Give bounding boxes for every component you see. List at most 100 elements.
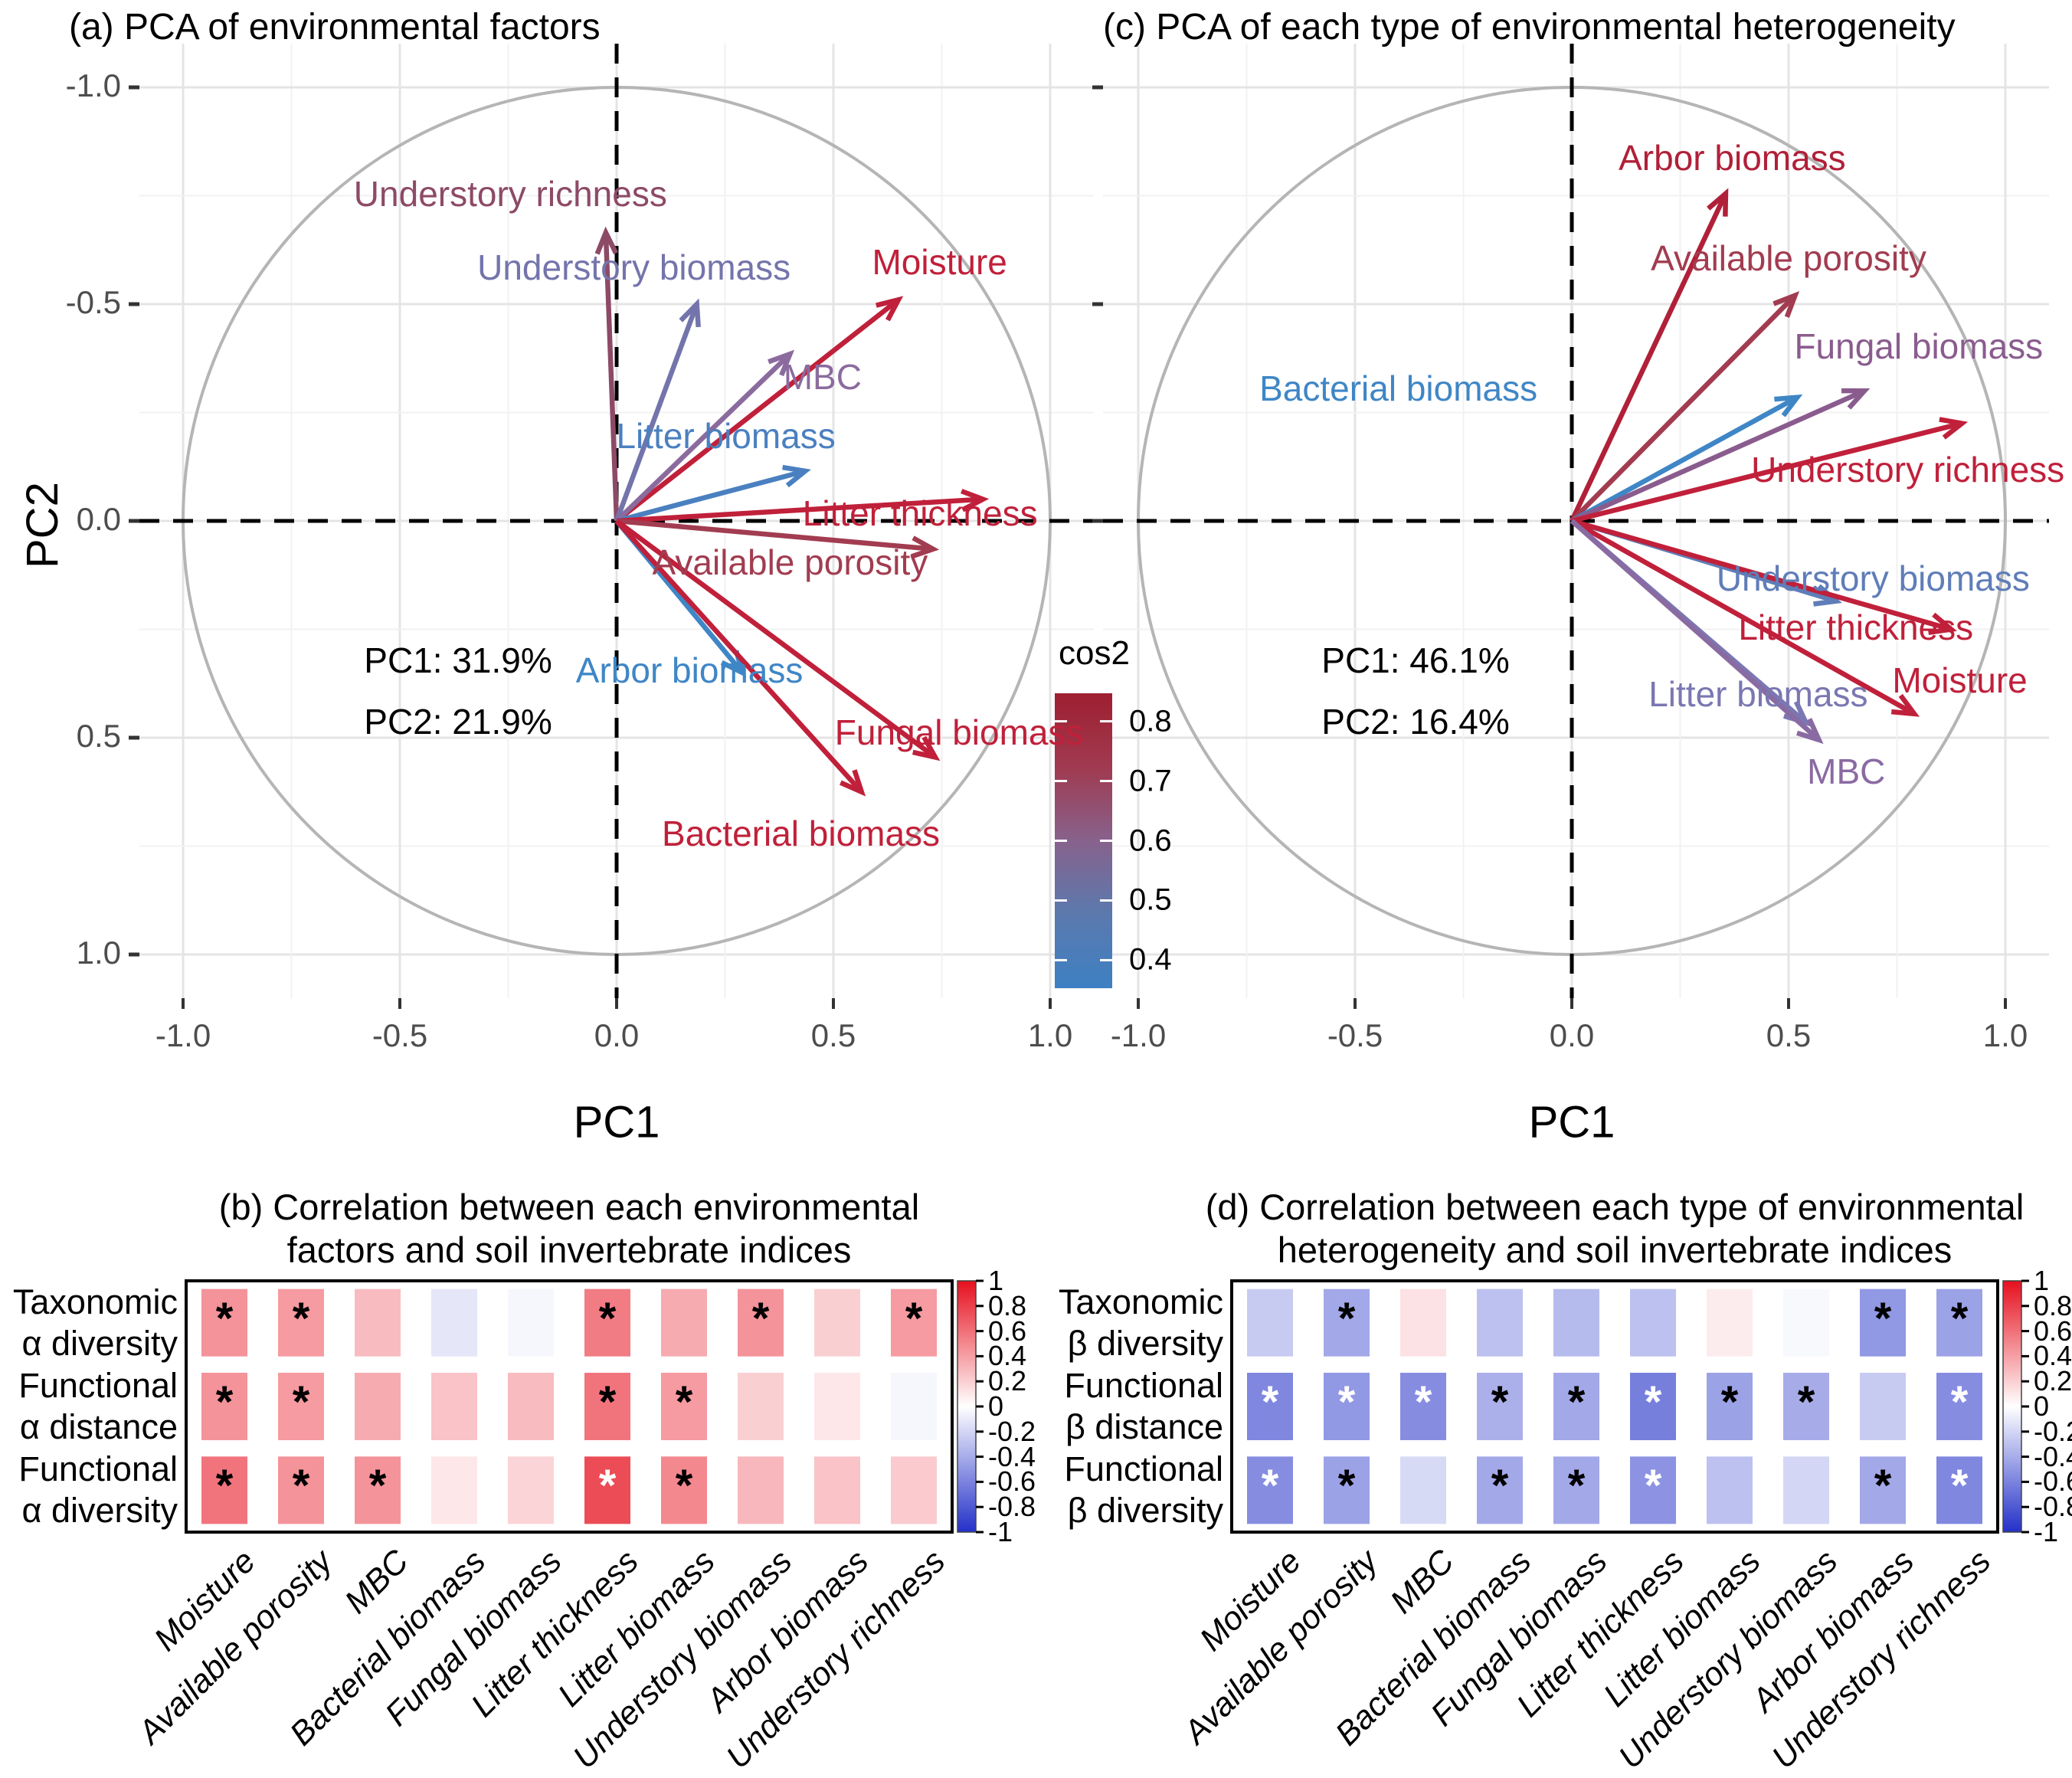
- heatmap-b-cell-r1-c4: [431, 1288, 477, 1357]
- heatmap-b-cell-r1-c2: [278, 1288, 324, 1357]
- heatmap-d-cell-r3-c5: [1553, 1456, 1599, 1524]
- heatmap-d-cell-r2-c9: [1860, 1373, 1906, 1440]
- significance-star: *: [905, 1293, 923, 1344]
- significance-star: *: [292, 1293, 310, 1344]
- y-tick-label: -1.0: [65, 67, 121, 103]
- heatmap-d-cell-r2-c6: [1630, 1373, 1676, 1440]
- heatmap-b-cell-r3-c8: [738, 1456, 784, 1524]
- heatmap-b-cell-r1-c10: [891, 1288, 937, 1357]
- heatmap-d-row-label: β distance: [1065, 1407, 1223, 1446]
- significance-star: *: [1950, 1293, 1969, 1344]
- heatmap-d-cell-r1-c8: [1783, 1288, 1829, 1357]
- heatmap-d-row-label: β diversity: [1067, 1491, 1223, 1531]
- heatmap-d-row-label: β diversity: [1067, 1323, 1223, 1363]
- heatmap-b-cell-r1-c5: [508, 1288, 554, 1357]
- heatmap-b-cell-r2-c6: [584, 1373, 630, 1440]
- x-tick-label: 0.5: [1766, 1017, 1812, 1053]
- colorbar-tick-label: -0.4: [2034, 1440, 2072, 1472]
- significance-star: *: [1797, 1377, 1815, 1428]
- panel-c-arrow-label-litter-biomass: Litter biomass: [1648, 674, 1868, 715]
- significance-star: *: [1261, 1377, 1279, 1428]
- panel-c-title: (c) PCA of each type of environmental he…: [1103, 7, 1956, 47]
- heatmap-b-border: [185, 1279, 954, 1534]
- heatmap-b-row-label: α diversity: [21, 1491, 178, 1531]
- heatmap-d-cell-r2-c2: [1324, 1373, 1370, 1440]
- heatmap-d-row-label: Functional: [1064, 1366, 1223, 1405]
- x-tick-label: -0.5: [1327, 1017, 1383, 1053]
- panel-a-arrow-label-litter-biomass: Litter biomass: [616, 416, 836, 457]
- colorbar-tick-label: -0.2: [2034, 1415, 2072, 1447]
- cos2-legend-tick-label: 0.8: [1129, 704, 1172, 738]
- panel-c-arrow-label-understory-biomass: Understory biomass: [1716, 558, 2030, 599]
- significance-star: *: [1337, 1461, 1356, 1511]
- colorbar-tick-label: 1: [2034, 1265, 2050, 1296]
- colorbar-tick-label: 0.8: [2034, 1289, 2072, 1321]
- panel-a-arrow-moisture: [614, 296, 904, 523]
- variance-annotation: PC2: 16.4%: [1321, 702, 1510, 742]
- panel-c-arrow-mbc: [1570, 519, 1824, 745]
- heatmap-d-cell-r3-c1: [1247, 1456, 1293, 1524]
- significance-star: *: [1644, 1461, 1662, 1511]
- heatmap-d-cell-r3-c3: [1400, 1456, 1446, 1524]
- cos2-legend-tick-label: 0.7: [1129, 764, 1172, 798]
- heatmap-d-cell-r1-c1: [1247, 1288, 1293, 1357]
- x-tick-label: -1.0: [155, 1017, 211, 1053]
- heatmap-d-cell-r1-c9: [1860, 1288, 1906, 1357]
- panel-a-arrow-understory-biomass: [614, 298, 701, 522]
- heatmap-b-cell-r2-c1: [201, 1373, 247, 1440]
- panel-c-arrow-label-arbor-biomass: Arbor biomass: [1619, 137, 1846, 178]
- heatmap-d-cell-r1-c7: [1707, 1288, 1753, 1357]
- heatmap-d-cell-r1-c10: [1936, 1288, 1982, 1357]
- colorbar-tick-label: 0.4: [2034, 1340, 2072, 1372]
- significance-star: *: [1874, 1461, 1892, 1511]
- significance-star: *: [215, 1461, 234, 1511]
- heatmap-b-cell-r1-c7: [661, 1288, 707, 1357]
- heatmap-d-cell-r3-c2: [1324, 1456, 1370, 1524]
- colorbar-tick-label: -0.4: [988, 1440, 1036, 1472]
- colorbar-tick-label: 0.4: [988, 1340, 1027, 1372]
- y-tick-label: 1.0: [76, 935, 121, 971]
- panel-c-arrow-label-bacterial-biomass: Bacterial biomass: [1259, 368, 1538, 408]
- panel-c-arrow-label-litter-thickness: Litter thickness: [1738, 607, 1974, 647]
- heatmap-b-cell-r2-c2: [278, 1373, 324, 1440]
- heatmap-b-cell-r3-c1: [201, 1456, 247, 1524]
- colorbar-tick-label: -0.6: [2034, 1465, 2072, 1498]
- panel-a-arrow-available-porosity: [616, 518, 940, 559]
- panel-a-arrow-label-fungal-biomass: Fungal biomass: [834, 712, 1084, 752]
- heatmap-b-cell-r3-c2: [278, 1456, 324, 1524]
- significance-star: *: [598, 1461, 617, 1511]
- heatmap-b-cell-r2-c4: [431, 1373, 477, 1440]
- colorbar-tick-label: -1: [2034, 1516, 2059, 1547]
- panel-a-arrow-label-mbc: MBC: [783, 357, 862, 398]
- significance-star: *: [675, 1461, 693, 1511]
- heatmap-d-cell-r1-c4: [1477, 1288, 1523, 1357]
- panel-b-title-line2: factors and soil invertebrate indices: [286, 1230, 852, 1270]
- panel-a-arrow-label-understory-richness: Understory richness: [353, 173, 667, 214]
- significance-star: *: [1950, 1461, 1969, 1511]
- x-tick-label: -1.0: [1110, 1017, 1167, 1053]
- panel-c-x-axis-title: PC1: [1528, 1097, 1615, 1148]
- panel-a-arrow-label-moisture: Moisture: [872, 242, 1007, 283]
- significance-star: *: [751, 1293, 770, 1344]
- significance-star: *: [1567, 1377, 1586, 1428]
- heatmap-b-cell-r2-c10: [891, 1373, 937, 1440]
- heatmap-b-cell-r1-c6: [584, 1288, 630, 1357]
- panel-b-title-line1: (b) Correlation between each environment…: [218, 1187, 920, 1227]
- panel-c-arrow-arbor-biomass: [1570, 188, 1729, 522]
- significance-star: *: [1337, 1377, 1356, 1428]
- heatmap-b-cell-r2-c9: [814, 1373, 860, 1440]
- heatmap-d-cell-r2-c3: [1400, 1373, 1446, 1440]
- colorbar-tick-label: 0: [988, 1390, 1004, 1422]
- heatmap-b-row-label: Functional: [18, 1366, 178, 1405]
- colorbar-tick-label: -0.8: [988, 1491, 1036, 1523]
- significance-star: *: [675, 1377, 693, 1428]
- heatmap-b-cell-r3-c7: [661, 1456, 707, 1524]
- heatmap-d-cell-r1-c6: [1630, 1288, 1676, 1357]
- heatmap-d-cell-r2-c8: [1783, 1373, 1829, 1440]
- heatmap-d-cell-r3-c4: [1477, 1456, 1523, 1524]
- heatmap-b-cell-r2-c5: [508, 1373, 554, 1440]
- panel-a-arrow-litter-biomass: [616, 464, 811, 524]
- heatmap-d-cell-r3-c7: [1707, 1456, 1753, 1524]
- cos2-legend-title: cos2: [1059, 634, 1130, 672]
